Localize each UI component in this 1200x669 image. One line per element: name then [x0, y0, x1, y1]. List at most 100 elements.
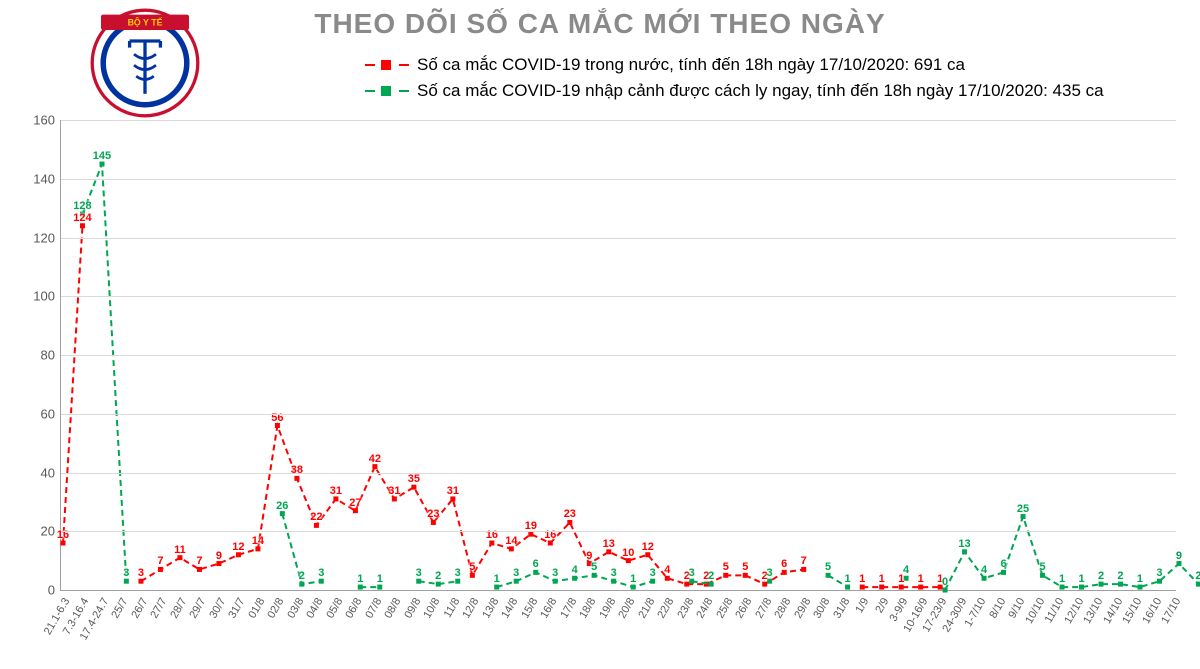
imported-series-marker: [1079, 585, 1084, 590]
imported-series-value-label: 4: [981, 564, 987, 576]
imported-series-marker: [1118, 582, 1123, 587]
imported-series-marker: [1099, 582, 1104, 587]
domestic-series-marker: [743, 573, 748, 578]
imported-series-marker: [611, 579, 616, 584]
domestic-series-marker: [665, 576, 670, 581]
domestic-series-value-label: 1: [879, 573, 885, 585]
imported-series-value-label: 3: [455, 567, 461, 579]
y-tick-label: 20: [15, 524, 55, 539]
imported-series-marker: [592, 573, 597, 578]
domestic-series-value-label: 35: [408, 473, 420, 485]
imported-series-value-label: 3: [552, 567, 558, 579]
imported-series-marker: [1021, 514, 1026, 519]
imported-series-value-label: 3: [650, 567, 656, 579]
imported-series-value-label: 1: [1137, 573, 1143, 585]
domestic-series-value-label: 42: [369, 453, 381, 465]
imported-series-marker: [514, 579, 519, 584]
x-tick-label: 19/8: [597, 596, 618, 621]
imported-series-value-label: 9: [1176, 550, 1182, 562]
x-tick-label: 23/8: [675, 596, 696, 621]
imported-series-marker: [1040, 573, 1045, 578]
imported-series-value-label: 1: [357, 573, 363, 585]
y-tick-label: 120: [15, 230, 55, 245]
domestic-series-marker: [801, 567, 806, 572]
domestic-series-value-label: 3: [138, 567, 144, 579]
domestic-series-marker: [333, 496, 338, 501]
imported-series-marker: [1137, 585, 1142, 590]
x-tick-label: 27/8: [753, 596, 774, 621]
gridline: [61, 531, 1176, 532]
domestic-series-value-label: 22: [310, 512, 322, 524]
x-tick-label: 07/8: [363, 596, 384, 621]
x-tick-label: 11/8: [442, 596, 463, 620]
domestic-series-value-label: 13: [603, 538, 615, 550]
domestic-series-marker: [138, 579, 143, 584]
imported-series-value-label: 0: [942, 576, 948, 588]
domestic-series-value-label: 9: [216, 550, 222, 562]
domestic-series-marker: [411, 485, 416, 490]
svg-text:BỘ Y TẾ: BỘ Y TẾ: [128, 17, 163, 28]
domestic-series-marker: [899, 585, 904, 590]
domestic-series-value-label: 6: [781, 559, 787, 571]
imported-series-value-label: 1: [494, 573, 500, 585]
domestic-series-marker: [762, 582, 767, 587]
domestic-series-value-label: 14: [505, 535, 517, 547]
domestic-series-marker: [860, 585, 865, 590]
imported-series-marker: [377, 585, 382, 590]
domestic-series-line: [141, 426, 804, 585]
domestic-series-line: [63, 226, 82, 543]
domestic-series-marker: [80, 223, 85, 228]
imported-series-marker: [358, 585, 363, 590]
x-tick-label: 31/8: [831, 596, 852, 621]
imported-series-marker: [533, 570, 538, 575]
x-tick-label: 21/8: [636, 596, 657, 621]
imported-series-marker: [1060, 585, 1065, 590]
domestic-series-value-label: 124: [73, 212, 91, 224]
imported-series-marker: [1001, 570, 1006, 575]
domestic-series-marker: [314, 523, 319, 528]
domestic-series-value-label: 14: [252, 535, 264, 547]
legend-label-domestic: Số ca mắc COVID-19 trong nước, tính đến …: [417, 55, 965, 75]
domestic-series-value-label: 31: [447, 485, 459, 497]
x-tick-label: 31/7: [227, 596, 248, 621]
x-tick-label: 28/8: [773, 596, 794, 621]
imported-series-value-label: 4: [572, 564, 578, 576]
x-tick-label: 16/8: [539, 596, 560, 621]
gridline: [61, 179, 1176, 180]
x-tick-label: 28/7: [168, 596, 189, 621]
x-tick-label: 8/10: [987, 596, 1008, 621]
gridline: [61, 414, 1176, 415]
domestic-series-marker: [684, 582, 689, 587]
imported-series-marker: [319, 579, 324, 584]
domestic-series-marker: [431, 520, 436, 525]
domestic-series-marker: [197, 567, 202, 572]
imported-series-value-label: 2: [708, 570, 714, 582]
domestic-series-marker: [626, 558, 631, 563]
imported-series-marker: [416, 579, 421, 584]
y-tick-label: 60: [15, 406, 55, 421]
domestic-series-marker: [548, 541, 553, 546]
imported-series-marker: [455, 579, 460, 584]
imported-series-marker: [631, 585, 636, 590]
domestic-series-value-label: 12: [642, 541, 654, 553]
domestic-series-marker: [158, 567, 163, 572]
domestic-series-marker: [392, 496, 397, 501]
legend-marker-domestic: [365, 58, 409, 72]
covid-daily-cases-chart: THEO DÕI SỐ CA MẮC MỚI THEO NGÀY BỘ Y TẾ…: [0, 0, 1200, 669]
x-tick-label: 09/8: [402, 596, 423, 621]
imported-series-value-label: 3: [611, 567, 617, 579]
imported-series-marker: [1176, 561, 1181, 566]
imported-series-value-label: 2: [1117, 570, 1123, 582]
domestic-series-value-label: 4: [664, 564, 670, 576]
gridline: [61, 238, 1176, 239]
x-tick-label: 01/8: [246, 596, 267, 621]
imported-series-value-label: 3: [318, 567, 324, 579]
imported-series-value-label: 4: [903, 564, 909, 576]
imported-series-value-label: 2: [435, 570, 441, 582]
x-tick-label: 25/8: [714, 596, 735, 621]
legend-label-imported: Số ca mắc COVID-19 nhập cảnh được cách l…: [417, 81, 1104, 101]
domestic-series-value-label: 5: [742, 562, 748, 574]
imported-series-marker: [280, 511, 285, 516]
x-tick-label: 08/8: [383, 596, 404, 621]
domestic-series-marker: [489, 541, 494, 546]
